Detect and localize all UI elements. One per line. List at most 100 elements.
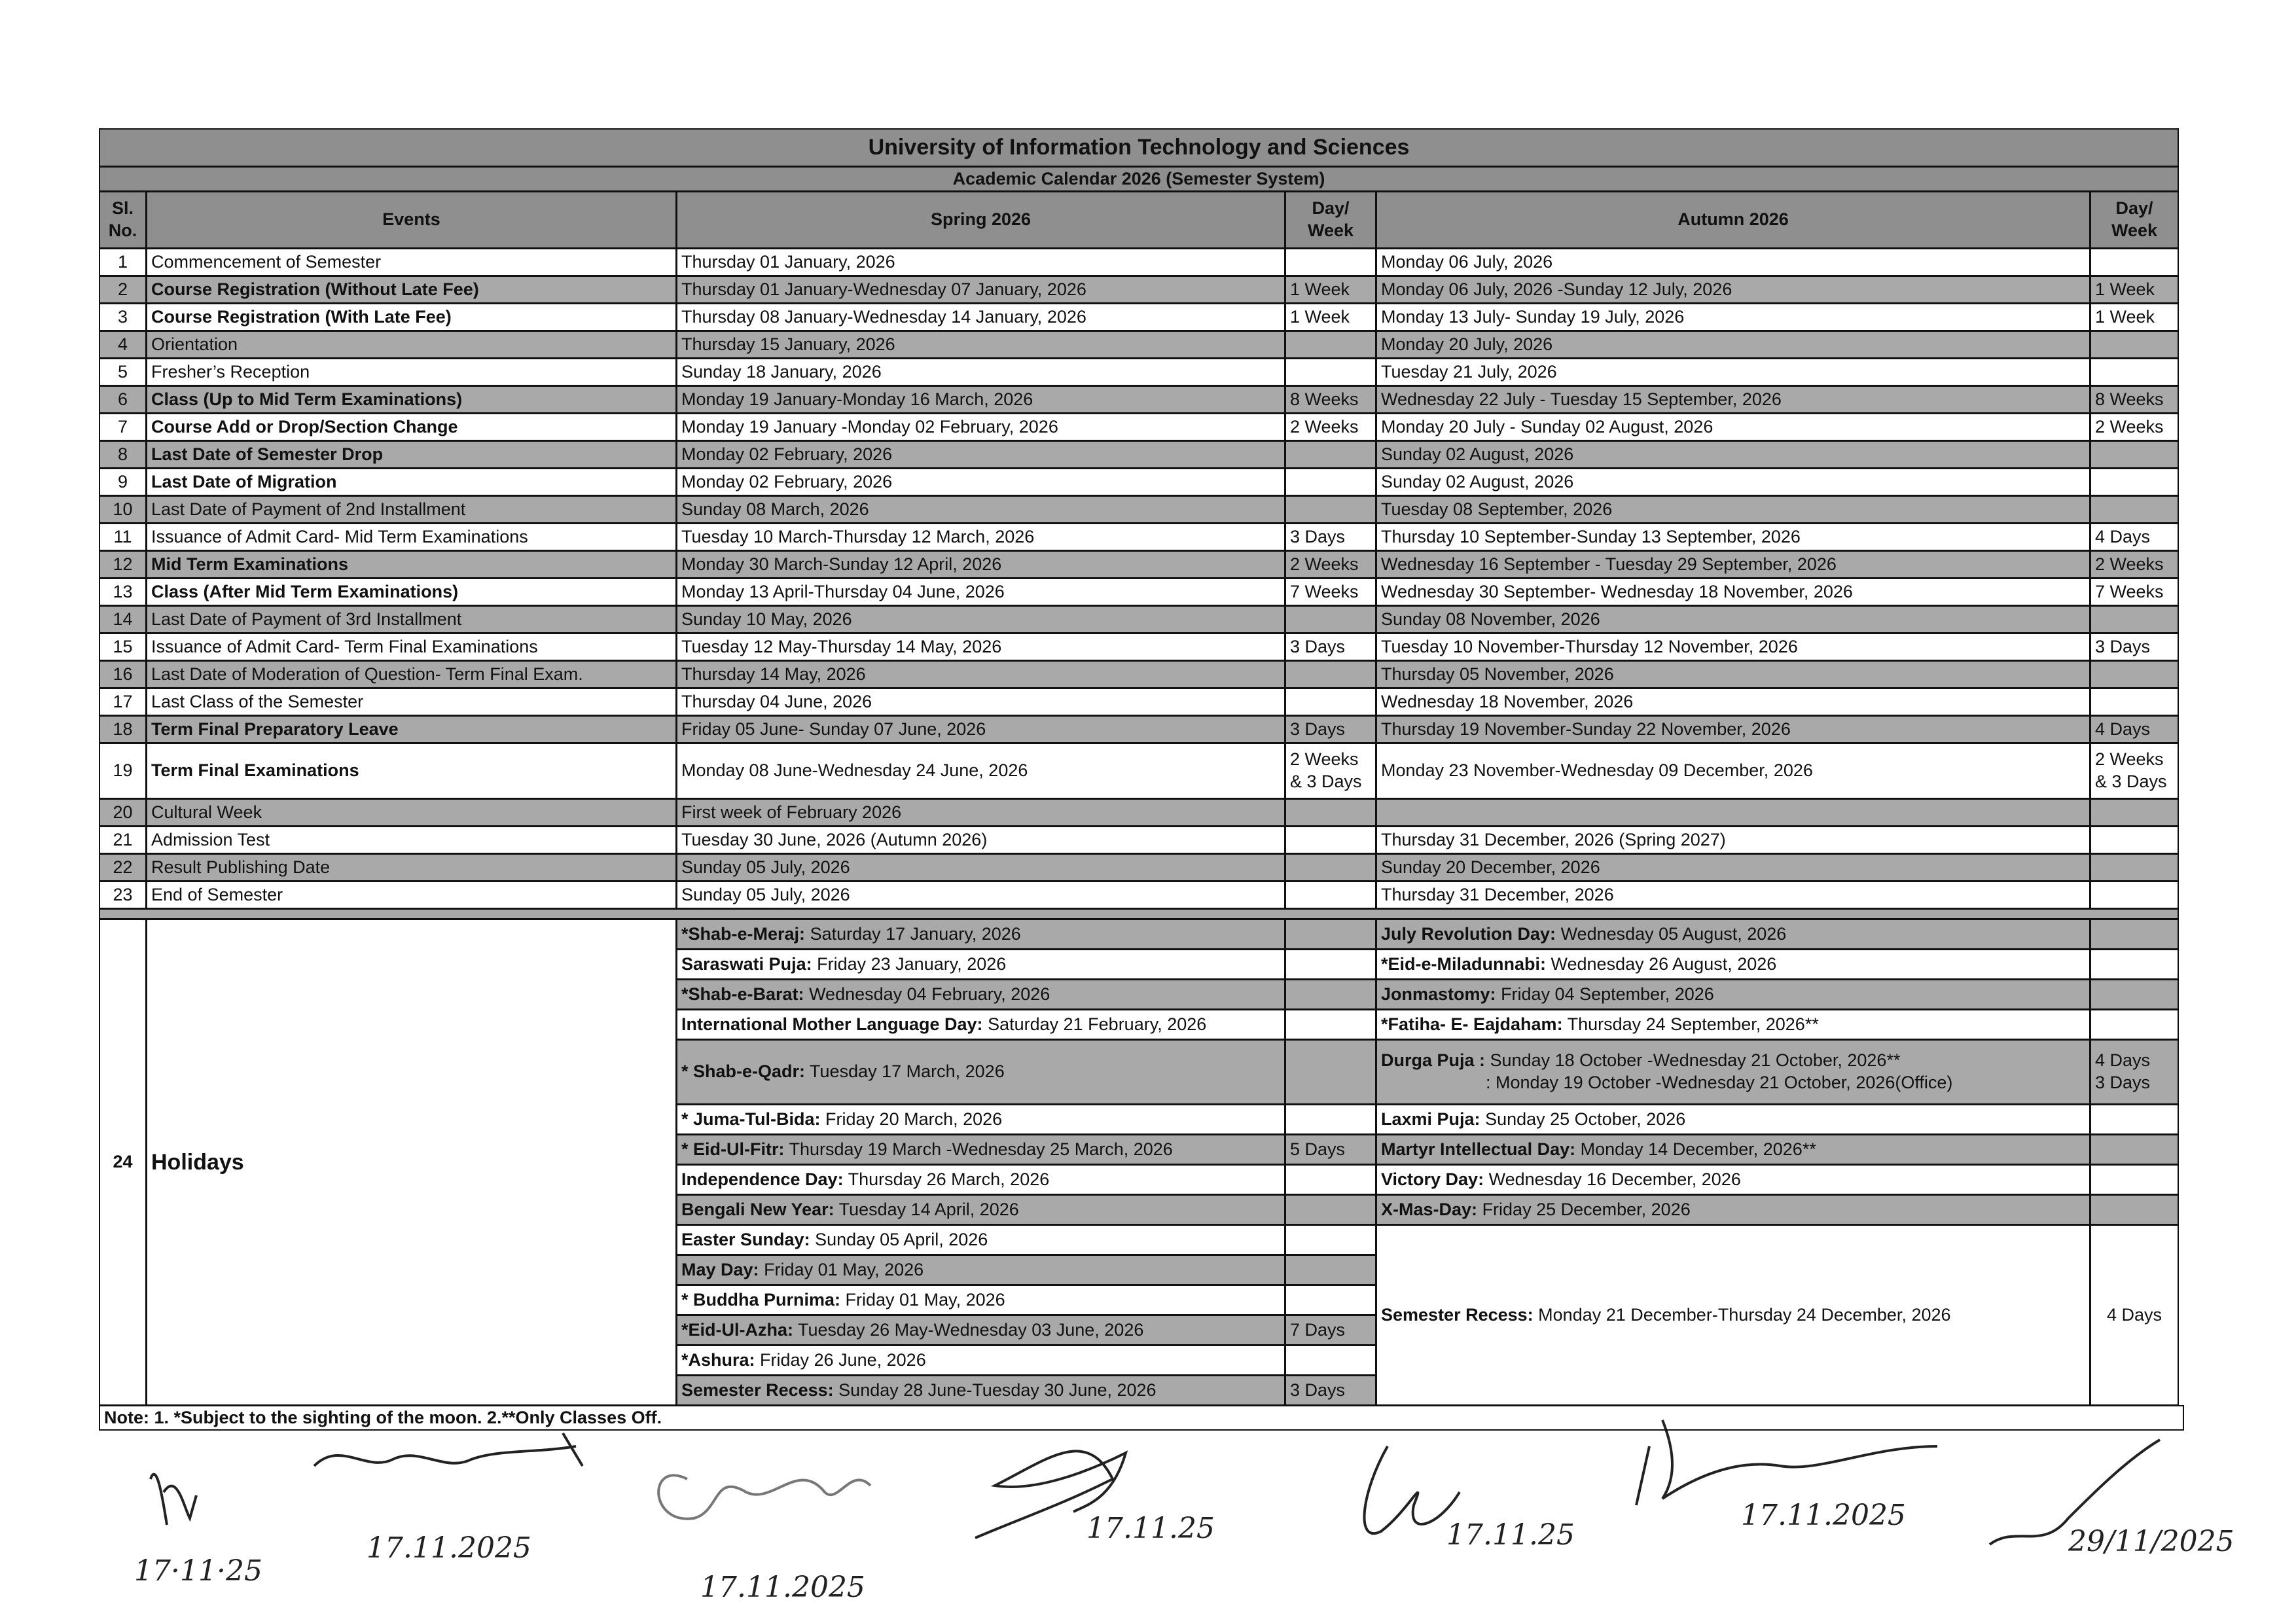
cell: Friday 05 June- Sunday 07 June, 2026 — [676, 715, 1285, 743]
cell: Sunday 08 November, 2026 — [1376, 605, 2090, 633]
cell: 1 — [99, 248, 147, 276]
cell: Course Registration (Without Late Fee) — [146, 276, 677, 304]
holiday-name: Bengali New Year: — [681, 1199, 834, 1219]
autumn-days: 1 Week — [2095, 279, 2155, 299]
cell: 2 Weeks — [2090, 413, 2179, 441]
serial: 14 — [113, 609, 133, 629]
holiday: Independence Day: Thursday 26 March, 202… — [676, 1164, 1285, 1195]
serial: 1 — [117, 251, 128, 272]
holiday: * Juma-Tul-Bida: Friday 20 March, 2026 — [676, 1104, 1285, 1135]
event: Last Class of the Semester — [151, 691, 364, 711]
autumn: Monday 20 July - Sunday 02 August, 2026 — [1381, 416, 1713, 437]
holiday: Semester Recess: Monday 21 December-Thur… — [1376, 1224, 2090, 1406]
event: Course Add or Drop/Section Change — [151, 416, 458, 437]
column-header: Day/ Week — [2090, 191, 2179, 249]
event: Commencement of Semester — [151, 251, 382, 272]
serial: 18 — [113, 719, 133, 739]
cell: Fresher’s Reception — [146, 358, 677, 386]
holiday-days — [1285, 1285, 1376, 1315]
cell: Sunday 20 December, 2026 — [1376, 853, 2090, 882]
holiday-days: 7 Days — [1285, 1315, 1376, 1346]
holiday-days — [1285, 1009, 1376, 1040]
spring-days: 3 Days — [1290, 526, 1346, 546]
cell: Course Registration (With Late Fee) — [146, 303, 677, 331]
cell: Monday 06 July, 2026 — [1376, 248, 2090, 276]
event: Result Publishing Date — [151, 857, 331, 877]
spring: Monday 13 April-Thursday 04 June, 2026 — [681, 581, 1005, 601]
signature-date: 17.11.2025 — [700, 1571, 865, 1604]
cell: Last Date of Migration — [146, 468, 677, 496]
autumn: Monday 23 November-Wednesday 09 December… — [1381, 760, 1813, 781]
column-label: Autumn 2026 — [1677, 209, 1789, 230]
signature-date: 17.11.2025 — [367, 1531, 531, 1565]
holiday: Durga Puja : Sunday 18 October -Wednesda… — [1376, 1039, 2090, 1105]
spring: Monday 19 January-Monday 16 March, 2026 — [681, 389, 1033, 409]
event: Class (Up to Mid Term Examinations) — [151, 389, 463, 409]
holiday-date: Friday 01 May, 2026 — [845, 1289, 1005, 1310]
cell: 22 — [99, 853, 147, 882]
subtitle: Academic Calendar 2026 (Semester System) — [952, 168, 1325, 188]
cell: Thursday 05 November, 2026 — [1376, 660, 2090, 688]
cell: Wednesday 30 September- Wednesday 18 Nov… — [1376, 578, 2090, 606]
autumn: Thursday 31 December, 2026 (Spring 2027) — [1381, 829, 1726, 849]
cell — [2090, 826, 2179, 854]
holiday: International Mother Language Day: Satur… — [676, 1009, 1285, 1040]
column-header: Events — [146, 191, 677, 249]
cell — [2090, 798, 2179, 827]
holiday-days: 4 Days — [2090, 1224, 2179, 1406]
cell: 18 — [99, 715, 147, 743]
autumn: Monday 13 July- Sunday 19 July, 2026 — [1381, 306, 1685, 327]
holiday-name: Durga Puja : — [1381, 1050, 1486, 1071]
holiday-date: Wednesday 05 August, 2026 — [1560, 923, 1787, 944]
note-row: Note: 1. *Subject to the sighting of the… — [99, 1405, 2184, 1431]
cell: 7 Weeks — [1285, 578, 1376, 606]
signature — [1988, 1438, 2161, 1546]
serial: 24 — [113, 1152, 133, 1172]
autumn-days: 2 Weeks — [2095, 416, 2164, 437]
serial: 6 — [117, 389, 128, 409]
cell: Wednesday 16 September - Tuesday 29 Sept… — [1376, 550, 2090, 579]
serial: 4 — [117, 334, 128, 354]
serial: 5 — [117, 361, 128, 382]
cell — [1285, 688, 1376, 716]
serial: 20 — [113, 802, 133, 822]
cell: 15 — [99, 633, 147, 661]
cell: 17 — [99, 688, 147, 716]
autumn: Wednesday 16 September - Tuesday 29 Sept… — [1381, 554, 1837, 574]
autumn-days: 1 Week — [2095, 306, 2155, 327]
serial: 11 — [113, 526, 132, 546]
cell — [2090, 660, 2179, 688]
holiday: Laxmi Puja: Sunday 25 October, 2026 — [1376, 1104, 2090, 1135]
serial: 8 — [117, 444, 128, 464]
spring: Monday 19 January -Monday 02 February, 2… — [681, 416, 1058, 437]
spring: Thursday 15 January, 2026 — [681, 334, 895, 354]
serial: 19 — [113, 760, 133, 781]
cell: 14 — [99, 605, 147, 633]
holiday-days — [1285, 1345, 1376, 1376]
signature — [313, 1432, 584, 1467]
cell: Tuesday 30 June, 2026 (Autumn 2026) — [676, 826, 1285, 854]
holiday: *Eid-e-Miladunnabi: Wednesday 26 August,… — [1376, 949, 2090, 980]
holiday-date: Thursday 19 March -Wednesday 25 March, 2… — [789, 1139, 1173, 1159]
serial: 15 — [113, 636, 133, 656]
days: 5 Days — [1290, 1139, 1346, 1159]
holiday-days — [1285, 1224, 1376, 1255]
cell: 3 Days — [1285, 633, 1376, 661]
cell: 16 — [99, 660, 147, 688]
holiday-days — [1285, 1164, 1376, 1195]
holiday-name: Independence Day: — [681, 1169, 844, 1189]
holiday-date: : Monday 19 October -Wednesday 21 Octobe… — [1486, 1073, 1953, 1092]
holiday: Martyr Intellectual Day: Monday 14 Decem… — [1376, 1134, 2090, 1165]
cell — [1285, 660, 1376, 688]
spring-days: 7 Weeks — [1290, 581, 1359, 601]
cell: Sunday 02 August, 2026 — [1376, 468, 2090, 496]
cell — [1285, 358, 1376, 386]
cell: Monday 06 July, 2026 -Sunday 12 July, 20… — [1376, 276, 2090, 304]
cell: Monday 02 February, 2026 — [676, 468, 1285, 496]
days: 3 Days — [1290, 1380, 1346, 1400]
cell — [1285, 826, 1376, 854]
cell: 21 — [99, 826, 147, 854]
cell: Wednesday 18 November, 2026 — [1376, 688, 2090, 716]
autumn-days: 4 Days — [2095, 526, 2151, 546]
